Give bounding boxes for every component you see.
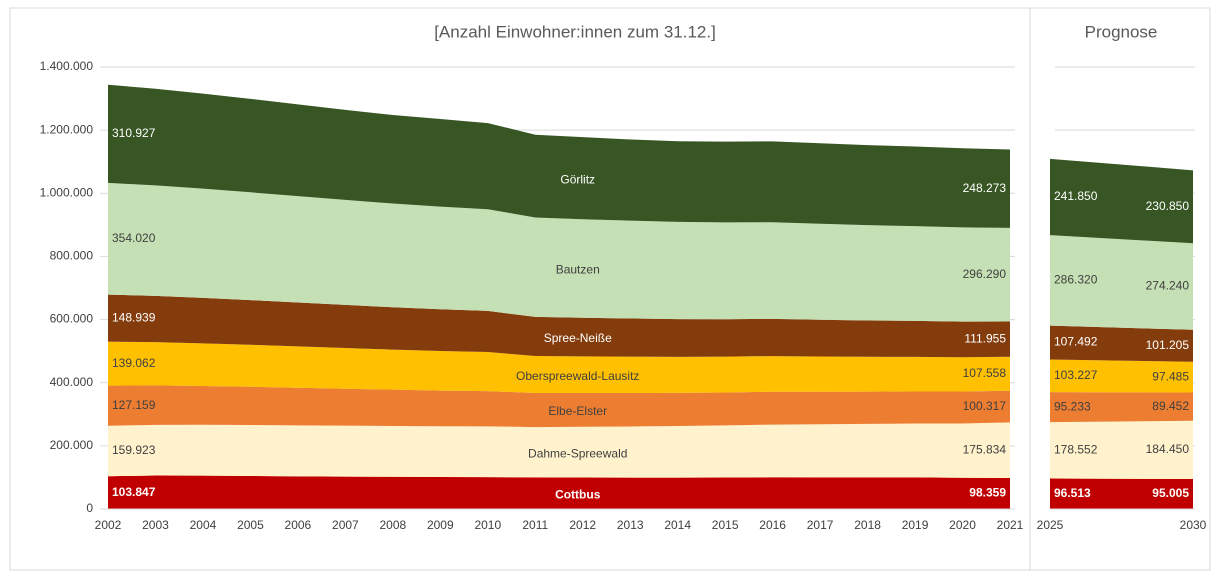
value-label: 95.233 [1054, 399, 1091, 413]
value-label: 286.320 [1054, 273, 1098, 287]
area [108, 341, 1010, 394]
x-tick-label: 2007 [332, 518, 359, 532]
value-label: 101.205 [1146, 338, 1190, 352]
value-label: 274.240 [1146, 279, 1190, 293]
y-tick-label: 1.200.000 [40, 122, 94, 136]
area [108, 182, 1010, 322]
series-label: Dahme-Spreewald [528, 446, 627, 460]
x-tick-label: 2016 [759, 518, 786, 532]
x-tick-label: 2011 [522, 518, 548, 532]
series-label: Elbe-Elster [548, 404, 607, 418]
y-tick-label: 1.000.000 [40, 185, 94, 199]
x-tick-label: 2009 [427, 518, 454, 532]
area [1050, 478, 1193, 509]
value-label: 103.227 [1054, 368, 1098, 382]
value-label: 178.552 [1054, 443, 1098, 457]
x-tick-label: 2021 [997, 518, 1024, 532]
y-tick-label: 400.000 [50, 375, 94, 389]
x-tick-label: 2013 [617, 518, 644, 532]
x-tick-label: 2004 [190, 518, 217, 532]
area [1050, 420, 1193, 480]
area [108, 422, 1010, 478]
x-tick-label: 2002 [95, 518, 122, 532]
series-label: Cottbus [555, 487, 601, 501]
area [108, 294, 1010, 358]
x-tick-label: 2014 [664, 518, 691, 532]
y-tick-label: 600.000 [50, 312, 94, 326]
area [1050, 392, 1193, 423]
x-tick-label: 2010 [474, 518, 501, 532]
value-label: 100.317 [963, 399, 1007, 413]
series-label: Oberspreewald-Lausitz [516, 369, 639, 383]
value-label: 107.558 [963, 366, 1007, 380]
value-label: 139.062 [112, 356, 156, 370]
x-tick-label: 2025 [1037, 518, 1064, 532]
area [1050, 158, 1193, 244]
y-tick-label: 0 [86, 501, 93, 515]
value-label: 111.955 [964, 331, 1006, 345]
x-tick-label: 2017 [807, 518, 834, 532]
value-label: 107.492 [1054, 335, 1098, 349]
x-tick-label: 2030 [1180, 518, 1207, 532]
area [1050, 359, 1193, 393]
x-tick-label: 2008 [379, 518, 406, 532]
area [1050, 325, 1193, 362]
x-tick-label: 2015 [712, 518, 739, 532]
chart-title: [Anzahl Einwohner:innen zum 31.12.] [434, 22, 716, 41]
x-tick-label: 2012 [569, 518, 596, 532]
series-label: Görlitz [560, 172, 595, 186]
value-label: 248.273 [963, 181, 1007, 195]
x-tick-label: 2018 [854, 518, 881, 532]
x-tick-label: 2019 [902, 518, 929, 532]
area [108, 84, 1010, 228]
chart-title: Prognose [1085, 22, 1158, 41]
value-label: 96.513 [1054, 486, 1091, 500]
x-tick-label: 2020 [949, 518, 976, 532]
y-tick-label: 1.400.000 [40, 59, 94, 73]
value-label: 354.020 [112, 231, 156, 245]
value-label: 95.005 [1152, 486, 1189, 500]
value-label: 98.359 [969, 486, 1006, 500]
value-label: 97.485 [1152, 369, 1189, 383]
area [108, 475, 1010, 509]
x-tick-label: 2006 [285, 518, 312, 532]
frame [9, 7, 1211, 571]
value-label: 159.923 [112, 443, 156, 457]
y-tick-label: 200.000 [50, 438, 94, 452]
x-tick-label: 2005 [237, 518, 264, 532]
value-label: 310.927 [112, 126, 156, 140]
value-label: 241.850 [1054, 189, 1098, 203]
x-tick-label: 2003 [142, 518, 169, 532]
value-label: 148.939 [112, 310, 156, 324]
series-label: Bautzen [556, 263, 600, 277]
value-label: 175.834 [963, 442, 1007, 456]
value-label: 184.450 [1146, 442, 1190, 456]
value-label: 89.452 [1152, 399, 1189, 413]
y-tick-label: 800.000 [50, 249, 94, 263]
value-label: 230.850 [1146, 199, 1190, 213]
value-label: 127.159 [112, 398, 156, 412]
value-label: 296.290 [963, 267, 1007, 281]
area [108, 385, 1010, 428]
series-label: Spree-Neiße [544, 331, 612, 345]
area [1050, 235, 1193, 330]
value-label: 103.847 [112, 485, 156, 499]
